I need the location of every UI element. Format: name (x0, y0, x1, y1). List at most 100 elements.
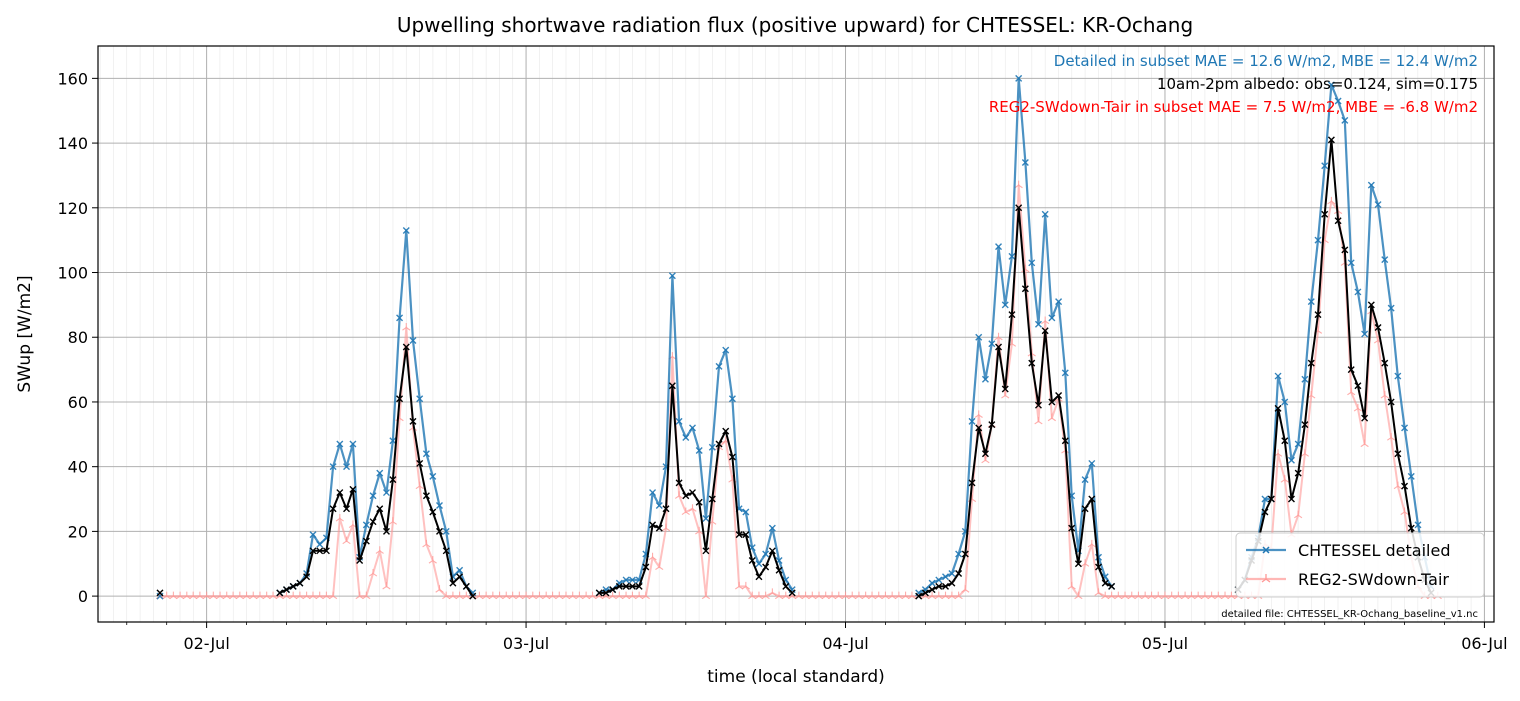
x-tick-label: 04-Jul (822, 634, 868, 653)
data-point-observed (635, 582, 643, 590)
data-point-detailed (715, 362, 723, 370)
data-point-observed (449, 579, 457, 587)
data-point-detailed (1261, 495, 1269, 503)
data-point-observed (602, 589, 610, 597)
data-point-detailed (336, 440, 344, 448)
data-point-observed (1341, 246, 1349, 254)
legend-marker-detailed (1262, 546, 1270, 554)
data-point-observed (402, 343, 410, 351)
data-point-observed (742, 531, 750, 539)
data-point-reg2 (954, 591, 963, 600)
data-point-detailed (1061, 369, 1069, 377)
data-point-observed (668, 382, 676, 390)
data-point-observed (1401, 482, 1409, 490)
data-point-observed (748, 557, 756, 565)
data-point-detailed (1361, 330, 1369, 338)
data-point-detailed (1347, 259, 1355, 267)
data-point-observed (782, 582, 790, 590)
data-point-observed (343, 505, 351, 513)
data-point-observed (456, 573, 464, 581)
data-point-observed (642, 563, 650, 571)
data-point-reg2 (428, 556, 437, 564)
data-point-observed (968, 479, 976, 487)
data-point-observed (322, 547, 330, 555)
data-point-reg2 (661, 523, 671, 532)
data-point-observed (615, 582, 623, 590)
data-point-detailed (402, 226, 410, 234)
data-point-observed (735, 531, 743, 539)
y-tick-label: 20 (68, 522, 88, 541)
x-axis-label: time (local standard) (707, 667, 885, 687)
data-point-detailed (1055, 298, 1063, 306)
series-line-observed (279, 345, 474, 597)
data-point-detailed (702, 514, 710, 522)
data-point-detailed (728, 395, 736, 403)
data-point-observed (396, 395, 404, 403)
data-point-detailed (1021, 158, 1029, 166)
data-point-detailed (316, 540, 324, 548)
data-point-detailed (928, 579, 936, 587)
data-point-observed (316, 547, 324, 555)
data-point-observed (1074, 560, 1082, 568)
data-point-observed (975, 424, 983, 432)
data-point-reg2 (648, 552, 657, 561)
data-point-observed (289, 582, 297, 590)
data-point-detailed (1281, 398, 1289, 406)
data-point-detailed (622, 576, 630, 584)
data-point-observed (942, 582, 949, 590)
data-point-observed (1387, 398, 1395, 406)
data-point-reg2 (342, 536, 351, 545)
data-point-observed (1321, 210, 1329, 218)
data-point-detailed (742, 508, 750, 516)
data-point-observed (722, 427, 730, 435)
data-point-observed (1287, 495, 1295, 503)
data-point-observed (1347, 366, 1355, 374)
data-point-detailed (768, 524, 776, 532)
data-point-observed (675, 479, 683, 487)
series-observed (156, 136, 1435, 600)
data-point-observed (1095, 563, 1103, 571)
data-point-observed (1281, 437, 1289, 445)
data-point-detailed (1314, 236, 1322, 244)
data-point-detailed (1048, 314, 1056, 322)
data-point-observed (1028, 359, 1036, 367)
data-point-observed (981, 450, 989, 458)
data-point-detailed (649, 489, 657, 497)
data-point-detailed (722, 346, 730, 354)
plot-frame (97, 45, 1495, 623)
data-point-observed (961, 550, 969, 558)
data-point-reg2 (1294, 510, 1303, 519)
data-point-detailed (1088, 459, 1096, 467)
data-point-observed (628, 582, 636, 590)
data-point-observed (442, 547, 450, 555)
data-point-detailed (1414, 521, 1422, 529)
data-point-observed (282, 586, 290, 594)
data-point-observed (955, 569, 963, 577)
data-point-reg2 (1067, 581, 1076, 590)
annotation-detailed-stats: Detailed in subset MAE = 12.6 W/m2, MBE … (1054, 52, 1478, 70)
data-point-reg2 (435, 585, 444, 593)
legend: CHTESSEL detailed REG2-SWdown-Tair (1235, 532, 1485, 598)
data-point-observed (1267, 495, 1275, 503)
data-point-detailed (435, 502, 443, 510)
data-point-reg2 (422, 539, 431, 548)
data-point-observed (1307, 359, 1315, 367)
data-point-observed (1034, 401, 1042, 409)
data-point-detailed (668, 272, 676, 280)
data-point-detailed (343, 463, 351, 471)
data-point-observed (1081, 505, 1089, 513)
data-point-reg2 (1094, 588, 1103, 596)
data-point-detailed (689, 424, 696, 432)
data-point-observed (1008, 311, 1016, 319)
data-point-detailed (429, 472, 437, 480)
data-point-reg2 (329, 591, 338, 600)
data-point-observed (389, 476, 397, 484)
data-point-reg2 (701, 591, 711, 600)
data-point-reg2 (1034, 416, 1043, 425)
data-point-detailed (396, 314, 404, 322)
data-point-observed (948, 579, 956, 587)
data-point-observed (349, 485, 357, 493)
data-point-detailed (1301, 375, 1309, 383)
data-point-observed (708, 495, 716, 503)
data-point-reg2 (674, 491, 684, 499)
